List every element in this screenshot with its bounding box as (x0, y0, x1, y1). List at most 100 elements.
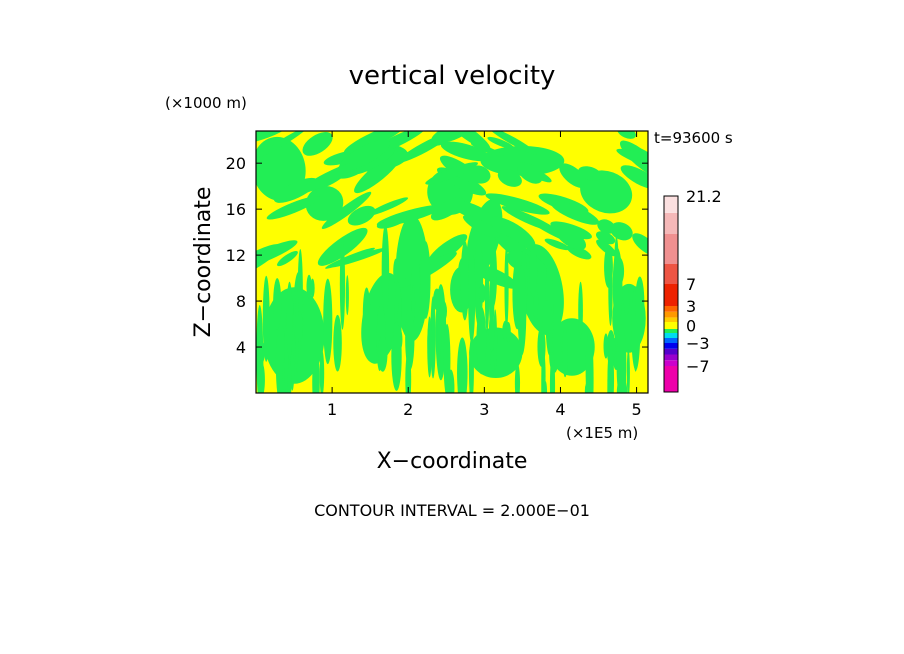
chart-title: vertical velocity (349, 61, 556, 91)
contour-region (427, 234, 468, 266)
colorbar-swatch (664, 234, 678, 264)
y-axis-label: Z−coordinate (191, 187, 216, 338)
contour-region (393, 325, 403, 354)
contour-region (544, 238, 570, 251)
contour-region (339, 238, 346, 330)
colorbar-swatch (664, 354, 678, 361)
contour-region (517, 265, 527, 356)
colorbar-swatch (664, 360, 678, 366)
contour-region (321, 191, 372, 229)
y-tick-label: 8 (236, 292, 246, 311)
contour-region (550, 200, 600, 225)
contour-region (427, 316, 432, 378)
contour-region (635, 276, 645, 329)
contour-region (485, 193, 550, 215)
contour-region (433, 131, 458, 146)
contour-region (411, 284, 416, 322)
colorbar-swatch (664, 212, 678, 234)
contour-region (553, 339, 562, 367)
x-tick-label: 4 (555, 400, 565, 419)
contour-region (262, 275, 270, 362)
contour-region (323, 278, 333, 365)
colorbar-tick-label: −7 (686, 357, 710, 376)
contour-region (607, 346, 615, 393)
colorbar: −7 −303 7 21.2 (663, 187, 722, 393)
contour-region (616, 324, 627, 393)
x-axis-label: X−coordinate (377, 449, 528, 474)
contour-region (612, 248, 623, 326)
colorbar-tick-label: −3 (686, 334, 710, 353)
colorbar-frame (663, 195, 679, 393)
contour-region (457, 374, 465, 393)
contour-region (506, 322, 511, 343)
contour-region (504, 245, 509, 329)
contour-region (489, 242, 497, 307)
contour-region (497, 169, 522, 187)
contour-region (420, 241, 431, 319)
contour-region (468, 247, 476, 344)
plot-frame (255, 130, 649, 394)
contour-region (493, 309, 498, 370)
contour-region (367, 302, 378, 335)
x-tick-label: 3 (479, 400, 489, 419)
contour-region (549, 352, 556, 393)
contour-region (543, 381, 548, 393)
y-unit-label: (×1000 m) (165, 94, 247, 112)
colorbar-swatch (664, 348, 678, 355)
contour-region (319, 349, 325, 393)
contour-region (626, 348, 630, 393)
colorbar-swatch (664, 196, 678, 213)
colorbar-swatch (664, 322, 678, 329)
colorbar-swatch (664, 264, 678, 284)
contour-region (297, 161, 359, 195)
contour-region (310, 278, 315, 298)
contour-region (555, 225, 587, 250)
x-tick-label: 5 (631, 400, 641, 419)
contour-region (425, 162, 478, 185)
y-tick-label: 16 (226, 200, 246, 219)
contour-region (256, 244, 282, 282)
contour-interval-label: CONTOUR INTERVAL = 2.000E−01 (314, 501, 590, 520)
contour-region (273, 278, 282, 330)
contour-region (377, 335, 388, 372)
colorbar-swatch (664, 306, 678, 312)
y-tick-label: 4 (236, 338, 246, 357)
contour-region (347, 205, 376, 226)
contour-region (487, 136, 514, 149)
contour-region (350, 147, 395, 175)
contour-region (608, 253, 613, 326)
contour-region (306, 274, 312, 299)
colorbar-tick-label: 0 (686, 317, 696, 336)
contour-region (610, 222, 633, 241)
contour-region (488, 311, 495, 352)
contour-region (343, 131, 406, 155)
contour-region (468, 337, 474, 393)
contour-region (489, 131, 537, 155)
contour-region (566, 245, 592, 260)
contour-region (617, 131, 636, 139)
contour-region (623, 287, 630, 316)
colorbar-swatch (664, 311, 678, 318)
colorbar-swatch (664, 338, 678, 343)
contour-region (490, 216, 536, 249)
contour-region (542, 300, 553, 336)
contour-region (305, 185, 344, 221)
x-tick-label: 1 (327, 400, 337, 419)
contour-region (460, 240, 469, 321)
contour-region (484, 257, 490, 332)
contour-region (462, 215, 500, 238)
y-tick-label: 12 (226, 246, 246, 265)
contour-field (256, 131, 648, 393)
contour-region (440, 141, 491, 162)
y-tick-label: 20 (226, 154, 246, 173)
contour-region (603, 333, 609, 359)
contour-region (437, 294, 442, 367)
x-tick-label: 2 (403, 400, 413, 419)
contour-region (501, 206, 553, 231)
contour-region (295, 281, 299, 374)
contour-region (578, 281, 583, 339)
colorbar-swatch (664, 366, 678, 392)
contour-region (580, 170, 633, 214)
contour-region (381, 224, 390, 315)
